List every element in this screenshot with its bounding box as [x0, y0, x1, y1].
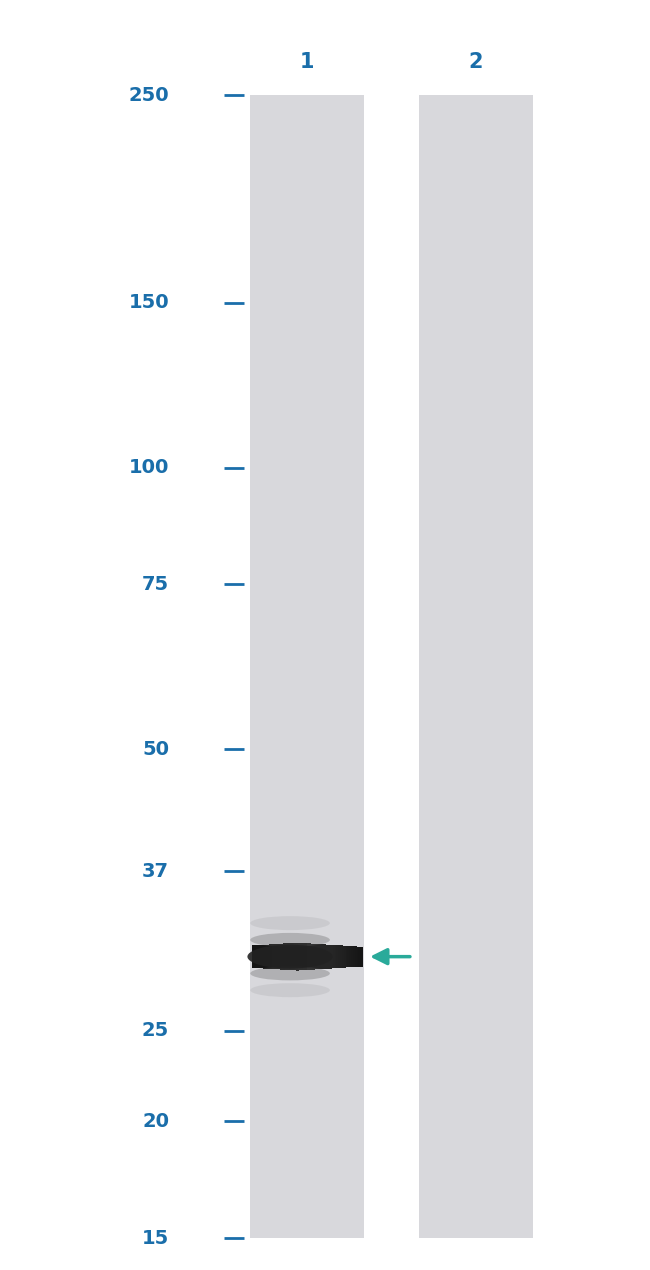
Bar	[261, 945, 264, 969]
Ellipse shape	[250, 966, 330, 980]
Bar	[304, 944, 306, 970]
Bar	[340, 945, 343, 968]
Bar	[300, 942, 302, 970]
Bar	[296, 942, 298, 970]
Text: 15: 15	[142, 1229, 169, 1247]
Bar	[326, 945, 328, 969]
Bar	[270, 945, 273, 969]
Bar	[250, 95, 364, 1238]
Bar	[342, 946, 345, 968]
Bar	[287, 944, 289, 970]
Bar	[347, 946, 350, 968]
Bar	[324, 945, 326, 969]
Bar	[252, 945, 255, 968]
Text: 1: 1	[300, 52, 315, 72]
Text: 2: 2	[469, 52, 484, 72]
Bar	[351, 946, 354, 968]
Bar	[292, 942, 295, 970]
Bar	[294, 942, 297, 970]
Bar	[313, 944, 315, 969]
Text: 250: 250	[129, 86, 169, 104]
Text: 37: 37	[142, 862, 169, 881]
Text: 20: 20	[142, 1111, 169, 1130]
Bar	[337, 945, 339, 968]
Bar	[254, 945, 257, 968]
Bar	[306, 944, 308, 970]
Bar	[302, 944, 304, 970]
Bar	[333, 945, 335, 968]
Text: 50: 50	[142, 739, 169, 758]
Bar	[263, 945, 266, 969]
Bar	[298, 942, 300, 970]
Bar	[311, 944, 313, 970]
Bar	[265, 945, 268, 969]
Bar	[344, 946, 346, 968]
Bar	[358, 946, 361, 966]
Bar	[335, 945, 337, 968]
Bar	[307, 944, 309, 970]
Ellipse shape	[250, 916, 330, 930]
Bar	[267, 945, 269, 969]
Bar	[309, 944, 311, 970]
Bar	[256, 945, 258, 968]
Ellipse shape	[250, 983, 330, 997]
Bar	[291, 944, 293, 970]
Bar	[331, 945, 333, 969]
Bar	[320, 944, 322, 969]
Text: 100: 100	[129, 458, 169, 478]
Bar	[278, 944, 280, 969]
Bar	[318, 944, 320, 969]
Bar	[281, 944, 284, 970]
Bar	[276, 944, 278, 969]
Bar	[317, 944, 318, 969]
Bar	[259, 945, 262, 968]
Text: 150: 150	[129, 293, 169, 312]
Bar	[272, 944, 275, 969]
Bar	[280, 944, 282, 969]
Bar	[360, 946, 363, 966]
Bar	[274, 944, 277, 969]
Bar	[338, 945, 341, 968]
Text: 75: 75	[142, 575, 169, 594]
Ellipse shape	[250, 933, 330, 947]
Bar	[285, 944, 288, 970]
Bar	[283, 944, 286, 970]
Text: 25: 25	[142, 1021, 169, 1040]
Bar	[419, 95, 533, 1238]
Ellipse shape	[248, 945, 333, 969]
Bar	[357, 946, 359, 966]
Bar	[355, 946, 358, 966]
Bar	[349, 946, 352, 968]
Bar	[329, 945, 332, 969]
Bar	[315, 944, 317, 969]
Bar	[257, 945, 260, 968]
Bar	[322, 945, 324, 969]
Bar	[353, 946, 356, 966]
Bar	[268, 945, 271, 969]
Bar	[346, 946, 348, 968]
Bar	[289, 944, 291, 970]
Bar	[327, 945, 330, 969]
